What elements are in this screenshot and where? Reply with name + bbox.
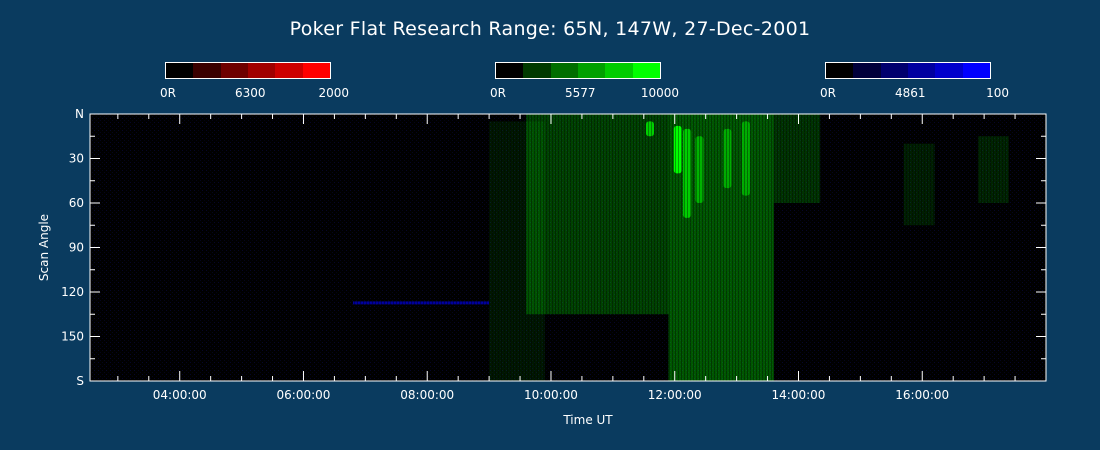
- colorbar-swatch: [220, 63, 248, 78]
- colorbar-mid-label: 6300: [235, 86, 266, 100]
- x-tick-label: 16:00:00: [895, 388, 949, 402]
- colorbar-5577: 0R 5577 10000: [490, 62, 679, 102]
- colorbar-swatches: [825, 62, 991, 79]
- y-tick-label: 30: [69, 152, 84, 166]
- x-tick-label: 14:00:00: [772, 388, 826, 402]
- y-tick-label: N: [75, 107, 84, 121]
- colorbar-swatch: [935, 63, 963, 78]
- colorbar-max-label: 100: [986, 86, 1009, 100]
- colorbar-min-label: 0R: [490, 86, 506, 100]
- colorbar-swatch: [880, 63, 908, 78]
- x-axis-title: Time UT: [562, 413, 613, 427]
- x-tick-label: 04:00:00: [153, 388, 207, 402]
- colorbar-swatch: [496, 63, 524, 78]
- colorbar-swatch: [826, 63, 854, 78]
- colorbar-labels: 0R 4861 100: [820, 86, 1009, 102]
- colorbar-min-label: 0R: [160, 86, 176, 100]
- colorbar-mid-label: 4861: [895, 86, 926, 100]
- colorbar-4861: 0R 4861 100: [820, 62, 1009, 102]
- y-axis-title: Scan Angle: [37, 214, 51, 281]
- axis-layer: N 30 60 90 120 150 S 04:00:00 06:00:00 08:00:00 10…: [37, 107, 1046, 427]
- colorbar-mid-label: 5577: [565, 86, 596, 100]
- colorbar-labels: 0R 5577 10000: [490, 86, 679, 102]
- chart-title: Poker Flat Research Range: 65N, 147W, 27…: [289, 18, 811, 40]
- colorbar-swatch: [577, 63, 606, 78]
- striation-overlay: [90, 114, 1046, 381]
- colorbar-swatch: [166, 63, 194, 78]
- colorbar-swatch: [193, 63, 221, 78]
- plot-frame: [89, 113, 1047, 382]
- colorbar-swatch: [275, 63, 303, 78]
- x-tick-label: 08:00:00: [400, 388, 454, 402]
- y-tick-label: 120: [61, 285, 84, 299]
- colorbar-swatch: [962, 63, 990, 78]
- colorbar-swatch: [302, 63, 330, 78]
- colorbar-labels: 0R 6300 2000: [160, 86, 349, 102]
- x-tick-label: 06:00:00: [277, 388, 331, 402]
- colorbar-swatch: [523, 63, 551, 78]
- colorbar-6300: 0R 6300 2000: [160, 62, 349, 102]
- x-tick-label: 12:00:00: [648, 388, 702, 402]
- colorbar-max-label: 2000: [318, 86, 349, 100]
- colorbar-swatch: [247, 63, 276, 78]
- colorbar-swatch: [605, 63, 633, 78]
- colorbar-swatch: [853, 63, 881, 78]
- y-tick-label: 90: [69, 241, 84, 255]
- y-tick-label: S: [76, 374, 84, 388]
- colorbar-swatches: [165, 62, 331, 79]
- colorbar-min-label: 0R: [820, 86, 836, 100]
- colorbar-swatch: [907, 63, 936, 78]
- colorbar-max-label: 10000: [640, 86, 679, 100]
- colorbar-swatch: [632, 63, 660, 78]
- y-tick-label: 60: [69, 196, 84, 210]
- y-tick-label: 150: [61, 330, 84, 344]
- colorbar-swatches: [495, 62, 661, 79]
- x-tick-label: 10:00:00: [524, 388, 578, 402]
- colorbar-swatch: [550, 63, 578, 78]
